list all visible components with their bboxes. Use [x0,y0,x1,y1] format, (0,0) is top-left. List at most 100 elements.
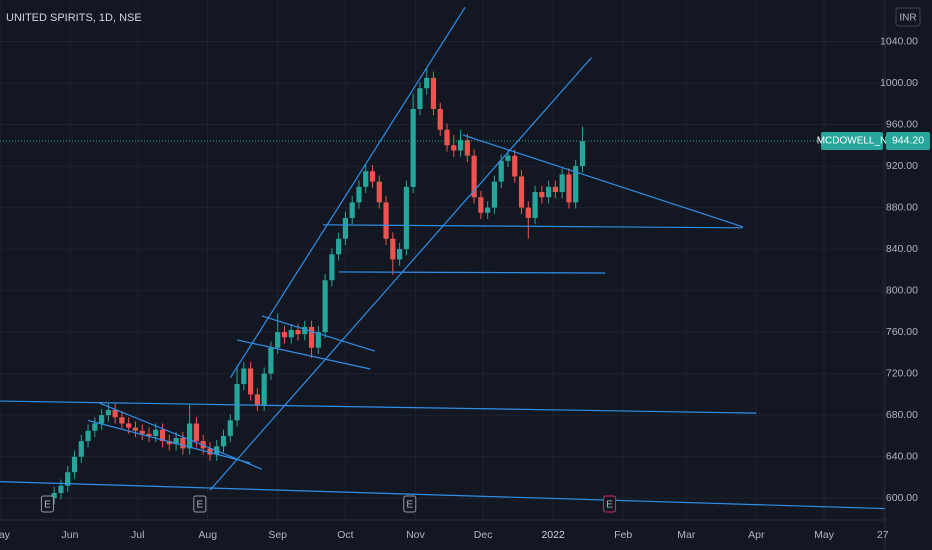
event-label: E [406,500,413,511]
candle-body [275,332,281,348]
x-tick-label: Feb [614,529,632,541]
y-tick-label: 720.00 [886,367,918,379]
x-tick-label: May [814,529,835,541]
event-marker [40,495,54,513]
candle-body [369,171,376,182]
y-tick-label: 920.00 [886,160,918,172]
symbol-label: MCDOWELL_N [817,136,888,147]
candle-body [132,427,139,431]
currency-box [895,7,921,27]
event-marker [193,495,207,513]
candle-body [342,217,349,239]
candle-body [430,77,437,109]
y-tick-label: 760.00 [886,326,918,338]
candle-body [295,330,301,335]
trend-line [99,402,263,470]
trend-line [209,57,592,491]
candle-body [457,140,464,151]
y-tick-label: 1040.00 [880,35,918,47]
trend-line [261,315,375,352]
candle-body [302,326,308,335]
candle-body [308,326,315,348]
candle-body [532,192,538,218]
candle-body [505,155,511,161]
candle-body [254,394,260,405]
candle-body [78,441,84,457]
candle-body [187,423,193,449]
candle-body [573,166,579,203]
candle-body [546,186,552,198]
x-tick-label: Nov [406,529,425,541]
candle-body [579,141,586,167]
candle-body [552,186,558,193]
chart-title: UNITED SPIRITS, 1D, NSE [6,12,142,24]
candle-body [126,423,132,428]
candle-body [315,332,321,348]
y-tick-label: 880.00 [886,201,918,213]
candle-body [559,174,565,193]
x-tick-label: Aug [198,529,217,541]
candle-body [51,493,57,499]
candle-body [146,433,152,436]
x-tick-label: Apr [748,529,765,541]
y-tick-label: 640.00 [886,450,918,462]
trend-line [338,271,606,274]
candle-body [336,238,342,255]
y-tick-label: 1000.00 [880,77,918,89]
candle-body [478,197,484,213]
candle-body [281,332,288,338]
candle-body [227,420,233,436]
candle-body [363,171,369,187]
x-tick-label: Jun [62,529,79,541]
candle-body [329,254,335,281]
event-label: E [44,500,51,511]
candle-body [437,108,443,130]
x-tick-label: Oct [337,529,353,541]
event-marker [603,495,617,513]
candle-body [485,207,491,213]
x-tick-label: 2022 [541,529,565,541]
candle-body [166,441,172,445]
trend-line [462,134,743,228]
y-tick-label: 840.00 [886,243,918,255]
candle-body [268,347,274,374]
candle-body [180,438,186,449]
currency: INR [899,13,916,24]
candle-body [512,155,518,177]
candle-body [105,409,111,416]
candle-body [566,174,572,203]
candle-body [247,368,254,395]
y-tick-label: 800.00 [886,284,918,296]
candle-body [71,456,78,473]
candle-body [261,373,267,405]
trend-line [229,6,466,379]
candle-body [424,77,430,89]
candle-body [85,430,91,442]
price-tag-label: 944.20 [892,135,924,147]
trend-line [322,224,743,229]
candle-body [139,430,145,434]
candle-body [241,368,247,385]
event-label: E [196,500,203,511]
candle-body [153,429,159,436]
candle-body [383,202,389,239]
candle-body [397,249,403,260]
trend-line [0,480,886,510]
candle-body [322,280,328,333]
candle-body [207,448,213,455]
candle-body [119,417,125,424]
candle-body [58,485,64,494]
symbol-tag [821,131,883,150]
candle-body [464,140,470,156]
candle-body [539,192,545,198]
x-tick-label: May [0,529,11,541]
candle-body [193,423,200,442]
candle-body [356,186,362,203]
candle-body [112,409,118,418]
candle-body [173,438,179,445]
x-tick-label: Jul [131,529,144,541]
candle-body [376,181,382,203]
y-tick-label: 680.00 [886,409,918,421]
